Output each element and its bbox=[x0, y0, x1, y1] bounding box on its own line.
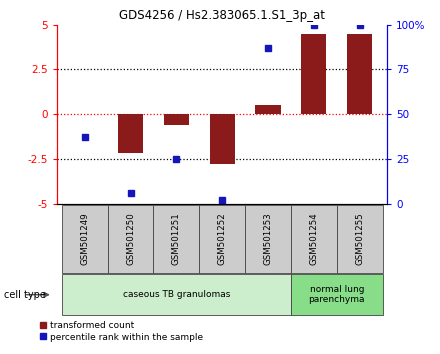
Text: GSM501251: GSM501251 bbox=[172, 212, 181, 266]
Bar bbox=[209, 114, 235, 164]
Bar bbox=[62, 274, 291, 315]
Text: GSM501254: GSM501254 bbox=[309, 212, 319, 266]
Text: cell type: cell type bbox=[4, 290, 46, 300]
Bar bbox=[301, 34, 326, 114]
Text: GSM501250: GSM501250 bbox=[126, 212, 135, 266]
Bar bbox=[62, 205, 108, 273]
Text: GSM501253: GSM501253 bbox=[264, 212, 272, 266]
Bar bbox=[108, 205, 154, 273]
Bar bbox=[291, 274, 383, 315]
Legend: transformed count, percentile rank within the sample: transformed count, percentile rank withi… bbox=[40, 321, 203, 342]
Bar bbox=[245, 205, 291, 273]
Bar bbox=[199, 205, 245, 273]
Bar bbox=[256, 105, 281, 114]
Text: caseous TB granulomas: caseous TB granulomas bbox=[123, 290, 230, 299]
Text: GSM501252: GSM501252 bbox=[218, 212, 227, 266]
Text: GSM501249: GSM501249 bbox=[80, 213, 89, 265]
Bar bbox=[291, 205, 337, 273]
Text: normal lung
parenchyma: normal lung parenchyma bbox=[308, 285, 365, 304]
Text: GSM501255: GSM501255 bbox=[355, 212, 364, 266]
Bar bbox=[337, 205, 383, 273]
Bar bbox=[154, 205, 199, 273]
Bar bbox=[164, 114, 189, 125]
Bar bbox=[118, 114, 143, 154]
Title: GDS4256 / Hs2.383065.1.S1_3p_at: GDS4256 / Hs2.383065.1.S1_3p_at bbox=[119, 9, 325, 22]
Bar bbox=[347, 34, 372, 114]
